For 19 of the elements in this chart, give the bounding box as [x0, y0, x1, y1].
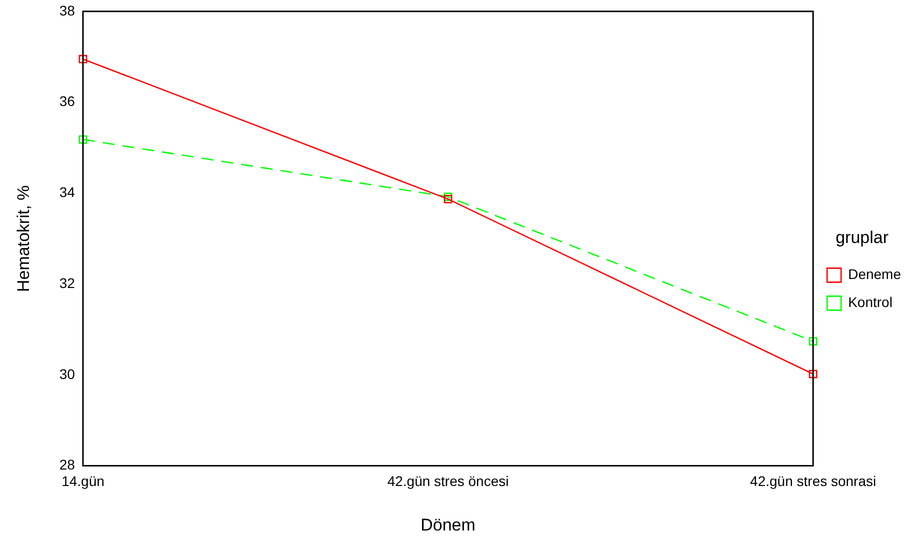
y-tick-label: 32 — [59, 274, 76, 291]
point — [808, 370, 818, 378]
x-tick-label: 42.gün stres sonrasi — [750, 473, 876, 490]
y-tick-label: 30 — [59, 366, 76, 382]
y-tick-label: 38 — [59, 2, 76, 18]
point — [444, 194, 452, 204]
legend-label: Deneme — [848, 266, 902, 282]
point — [808, 337, 818, 346]
y-tick-label: 28 — [59, 456, 76, 473]
y-tick-label: 34 — [59, 184, 76, 200]
y-axis-title: Hematokrit, % — [14, 185, 33, 292]
legend-label: Kontrol — [848, 294, 892, 310]
y-tick-label: 36 — [59, 93, 76, 110]
point — [78, 54, 88, 64]
point — [78, 135, 88, 144]
x-axis-title: Dönem — [420, 515, 476, 534]
x-tick-label: 42.gün stres öncesi — [387, 473, 509, 490]
x-tick-label: 14.gün — [62, 473, 104, 490]
legend-title: gruplar — [836, 228, 889, 247]
